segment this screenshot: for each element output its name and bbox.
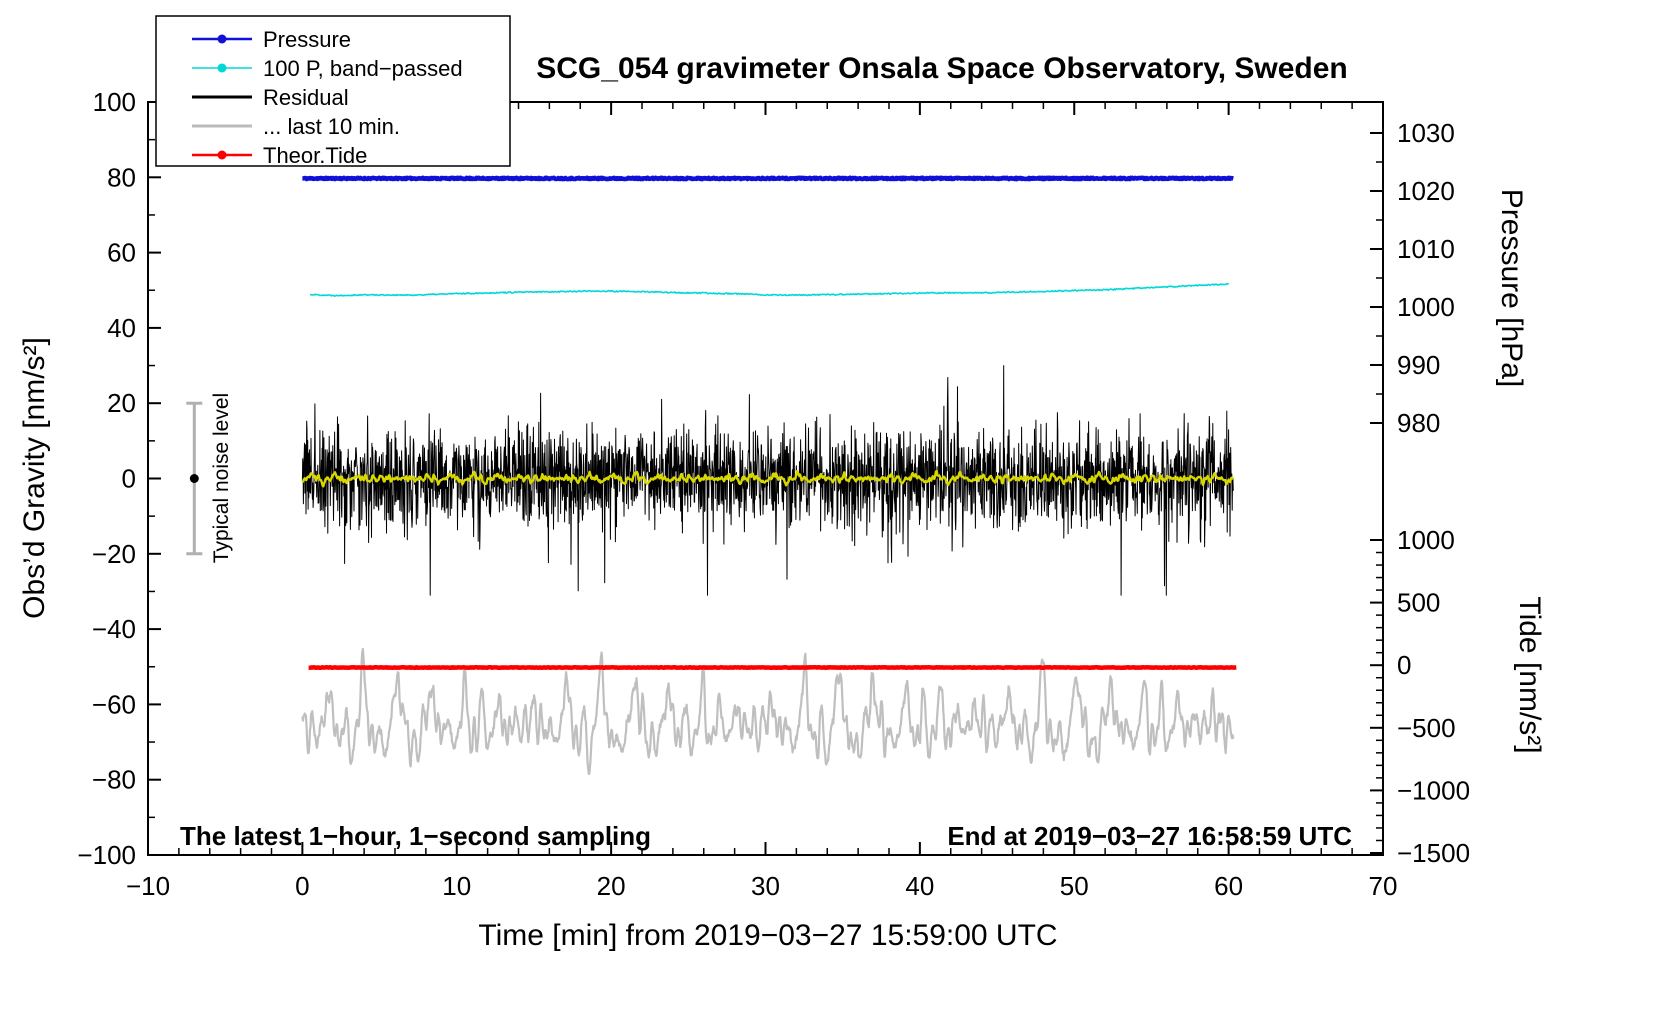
y-tick-label: −100 bbox=[77, 840, 136, 870]
legend-label: Theor.Tide bbox=[263, 143, 367, 168]
y-tick-label: −20 bbox=[92, 539, 136, 569]
tide-tick-label: 1000 bbox=[1397, 525, 1455, 555]
y-tick-label: −40 bbox=[92, 614, 136, 644]
pressure-tick-label: 1010 bbox=[1397, 234, 1455, 264]
y-tick-label: −80 bbox=[92, 765, 136, 795]
x-tick-label: 50 bbox=[1060, 871, 1089, 901]
x-tick-label: 10 bbox=[442, 871, 471, 901]
y-axis-title-left: Obs’d Gravity [nm/s²] bbox=[18, 337, 51, 619]
legend-dot-marker bbox=[218, 151, 227, 160]
x-tick-label: 20 bbox=[597, 871, 626, 901]
x-tick-label: 60 bbox=[1214, 871, 1243, 901]
tide-tick-label: 500 bbox=[1397, 588, 1440, 618]
end-time-note: End at 2019−03−27 16:58:59 UTC bbox=[947, 821, 1352, 851]
pressure-tick-label: 1000 bbox=[1397, 292, 1455, 322]
series-pressure-line bbox=[302, 178, 1233, 179]
series-band_passed-line bbox=[310, 284, 1229, 297]
legend-label: Residual bbox=[263, 85, 349, 110]
x-tick-label: 70 bbox=[1369, 871, 1398, 901]
tide-tick-label: 0 bbox=[1397, 650, 1411, 680]
x-axis-title: Time [min] from 2019−03−27 15:59:00 UTC bbox=[478, 919, 1057, 952]
pressure-tick-label: 1030 bbox=[1397, 118, 1455, 148]
y-tick-label: 60 bbox=[107, 238, 136, 268]
legend-label: Pressure bbox=[263, 27, 351, 52]
y-tick-label: 80 bbox=[107, 162, 136, 192]
y-tick-label: 40 bbox=[107, 313, 136, 343]
legend-label: ... last 10 min. bbox=[263, 114, 400, 139]
y-tick-label: 0 bbox=[122, 464, 136, 494]
legend: Pressure 100 P, band−passed Residual ... la… bbox=[156, 16, 510, 168]
pressure-tick-label: 1020 bbox=[1397, 176, 1455, 206]
y-tick-label: 20 bbox=[107, 388, 136, 418]
x-tick-label: 40 bbox=[905, 871, 934, 901]
x-tick-label: −10 bbox=[126, 871, 170, 901]
pressure-tick-label: 990 bbox=[1397, 350, 1440, 380]
y-tick-label: −60 bbox=[92, 689, 136, 719]
pressure-tick-label: 980 bbox=[1397, 408, 1440, 438]
noise-bar-dot bbox=[190, 474, 199, 483]
noise-level-label: Typical noise level bbox=[210, 393, 233, 563]
noise-annotation-layer bbox=[186, 403, 202, 554]
y-axis-title-tide: Tide [nm/s²] bbox=[1513, 596, 1546, 753]
tide-tick-label: −500 bbox=[1397, 713, 1456, 743]
tide-tick-label: −1500 bbox=[1397, 838, 1470, 868]
legend-dot-marker bbox=[218, 35, 227, 44]
chart-title: SCG_054 gravimeter Onsala Space Observat… bbox=[536, 52, 1348, 85]
sampling-note: The latest 1−hour, 1−second sampling bbox=[180, 821, 651, 851]
series-layer bbox=[302, 178, 1236, 774]
legend-label: 100 P, band−passed bbox=[263, 56, 463, 81]
y-tick-label: 100 bbox=[93, 87, 136, 117]
tide-tick-label: −1000 bbox=[1397, 775, 1470, 805]
x-tick-label: 0 bbox=[295, 871, 309, 901]
x-tick-label: 30 bbox=[751, 871, 780, 901]
y-axis-title-pressure: Pressure [hPa] bbox=[1495, 189, 1528, 387]
legend-dot-marker bbox=[218, 64, 227, 73]
